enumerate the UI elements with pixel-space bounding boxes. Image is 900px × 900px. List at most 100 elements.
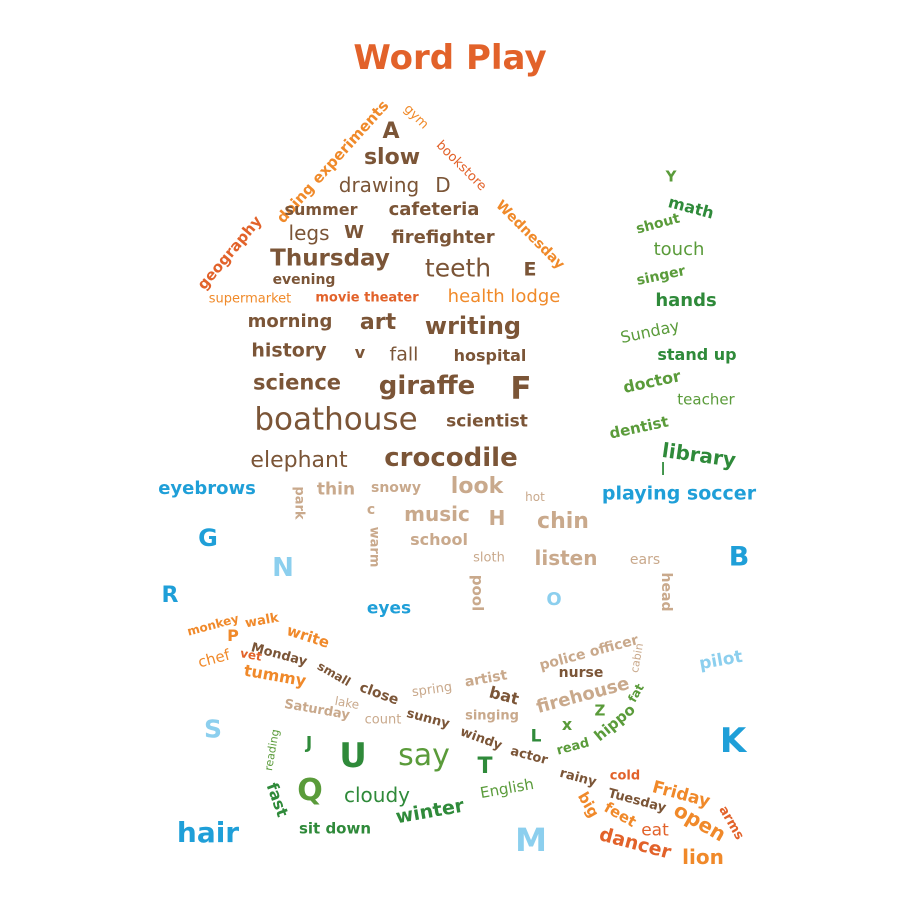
word-ribbons-36: T: [477, 754, 493, 779]
word-middle-8: music: [404, 502, 470, 526]
word-tree-10: dentist: [607, 412, 671, 443]
word-ribbons-13: nurse: [558, 665, 604, 681]
word-ribbons-16: bat: [487, 682, 522, 709]
word-loose_letters-6: M: [515, 821, 547, 859]
word-house-words-13: supermarket: [208, 291, 292, 307]
word-loose_letters-1: N: [272, 553, 294, 583]
word-middle-6: hot: [525, 490, 545, 504]
word-house-words-4: summer: [284, 200, 358, 219]
word-middle-13: sloth: [473, 550, 505, 566]
word-ribbons-53: lion: [682, 845, 724, 869]
word-middle-11: warm: [366, 526, 382, 568]
word-middle-9: H: [488, 506, 506, 530]
word-house-words-9: Thursday: [270, 245, 390, 272]
word-ribbons-28: reading: [261, 728, 283, 772]
word-loose_letters-5: K: [719, 721, 747, 761]
word-middle-18: eyes: [366, 598, 412, 619]
word-house-words-21: fall: [389, 343, 419, 366]
word-middle-0: eyebrows: [158, 478, 256, 499]
word-middle-16: head: [658, 572, 674, 612]
word-middle-19: O: [546, 589, 562, 610]
word-ribbons-3: P: [227, 626, 239, 645]
word-ribbons-10: cabin: [628, 642, 646, 674]
word-house-words-10: evening: [272, 272, 336, 288]
word-tree-0: Y: [665, 167, 677, 186]
word-house-words-18: writing: [424, 312, 522, 340]
word-ribbons-39: English: [478, 774, 536, 803]
page-title: Word Play: [353, 38, 547, 78]
word-tree-7: stand up: [657, 345, 737, 364]
word-ribbons-1: walk: [244, 610, 280, 632]
word-ribbons-37: rainy: [558, 765, 598, 791]
word-ribbons-46: big: [573, 788, 603, 821]
word-tree-2: shout: [634, 210, 682, 238]
word-house-words-11: teeth: [424, 253, 492, 283]
word-middle-1: playing soccer: [601, 482, 757, 505]
word-house-words-0: A: [382, 119, 400, 144]
word-middle-12: school: [410, 530, 468, 549]
word-middle-17: pool: [468, 574, 487, 612]
word-middle-3: thin: [316, 479, 356, 500]
word-loose_letters-3: B: [728, 541, 750, 573]
word-house-words-28: elephant: [250, 448, 348, 473]
word-ribbons-42: fast: [262, 780, 293, 820]
word-ribbons-26: Z: [594, 701, 606, 720]
word-ribbons-40: cold: [609, 768, 641, 784]
word-ribbons-11: spring: [410, 679, 454, 701]
word-house-words-16: morning: [247, 311, 333, 332]
word-ribbons-24: L: [530, 726, 542, 747]
word-house-words-2: drawing: [338, 173, 420, 197]
word-house-roof_left-0: geography: [193, 212, 266, 294]
word-middle-2: park: [291, 486, 307, 520]
word-ribbons-52: hair: [176, 816, 240, 849]
word-ribbons-22: singing: [465, 708, 519, 724]
word-house-words-29: crocodile: [384, 443, 518, 473]
word-tree-8: doctor: [621, 366, 683, 397]
word-ribbons-32: actor: [508, 743, 550, 769]
word-ribbons-30: U: [339, 736, 367, 776]
word-tree-6: Sunday: [618, 315, 682, 348]
word-ribbons-29: J: [305, 733, 313, 754]
word-ribbons-38: cloudy: [344, 783, 410, 807]
word-house-words-20: v: [354, 343, 366, 362]
word-house-words-12: E: [523, 258, 537, 281]
word-tree-12: I: [660, 459, 666, 480]
word-house-words-25: F: [510, 370, 532, 407]
word-middle-5: look: [450, 474, 504, 499]
word-tree-5: hands: [655, 290, 717, 311]
word-ribbons-34: pilot: [697, 646, 745, 675]
word-middle-4: snowy: [371, 480, 421, 496]
word-house-words-8: firefighter: [391, 227, 495, 248]
word-house-words-26: boathouse: [254, 401, 418, 438]
word-tree-11: library: [660, 437, 738, 473]
word-ribbons-2: write: [284, 621, 332, 652]
word-ribbons-18: count: [364, 712, 402, 728]
word-house-words-14: movie theater: [315, 290, 419, 306]
word-tree-3: touch: [653, 239, 705, 260]
word-house-words-24: giraffe: [378, 371, 476, 401]
word-house-words-19: history: [251, 339, 327, 362]
word-tree-4: singer: [635, 263, 687, 289]
word-house-words-3: D: [435, 173, 451, 197]
word-middle-7: c: [366, 502, 376, 518]
word-ribbons-14: close: [357, 679, 401, 709]
word-loose_letters-2: R: [161, 583, 179, 608]
word-ribbons-19: sunny: [404, 706, 452, 732]
word-ribbons-48: eat: [641, 820, 669, 841]
word-middle-14: listen: [534, 546, 598, 570]
word-middle-15: ears: [629, 552, 661, 568]
word-ribbons-50: sit down: [298, 819, 372, 838]
word-ribbons-4: chef: [195, 645, 232, 672]
word-ribbons-25: x: [561, 715, 573, 734]
word-tree-9: teacher: [677, 390, 735, 409]
word-house-words-6: legs: [288, 221, 330, 245]
word-house-words-17: art: [359, 310, 397, 335]
word-loose_letters-4: S: [203, 714, 223, 744]
word-ribbons-35: Q: [297, 773, 323, 808]
word-house-words-15: health lodge: [447, 286, 561, 307]
word-house-words-27: scientist: [446, 411, 528, 432]
word-ribbons-31: say: [398, 738, 450, 773]
word-ribbons-8: small: [314, 658, 354, 690]
word-house-words-5: cafeteria: [388, 199, 480, 220]
